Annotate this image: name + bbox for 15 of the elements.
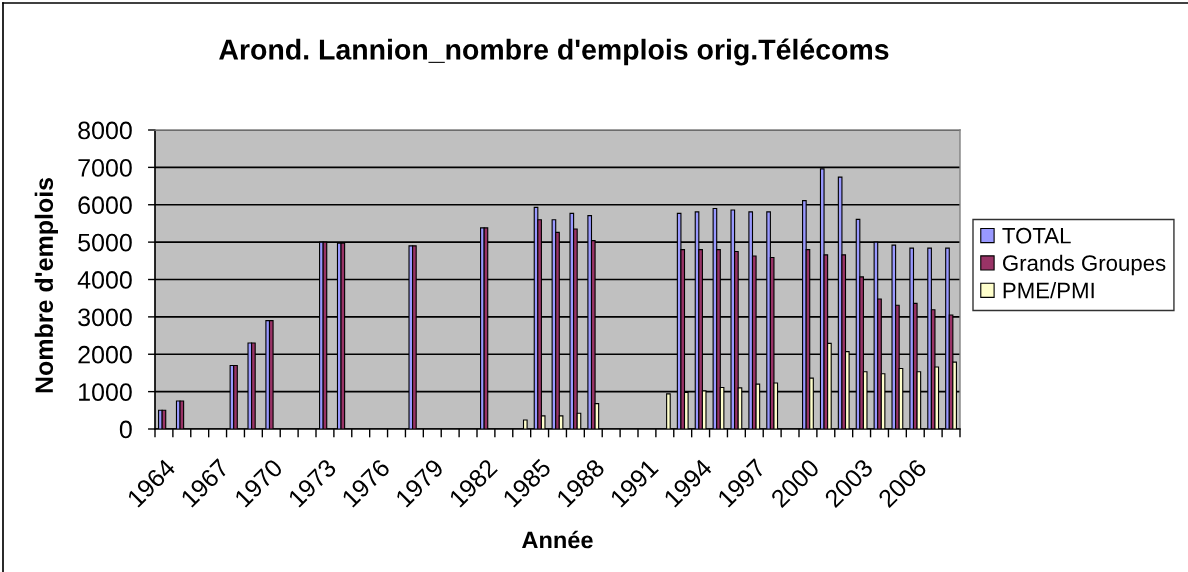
x-axis-title: Année — [522, 530, 593, 549]
y-tick-label: 3000 — [78, 308, 132, 327]
y-tick-label: 2000 — [78, 345, 132, 364]
y-axis-title: Nombre d'emplois — [34, 177, 58, 393]
y-tick-label: 0 — [119, 420, 132, 439]
y-tick-label: 6000 — [78, 196, 132, 215]
y-tick-label: 7000 — [78, 158, 132, 177]
chart-title: Arond. Lannion_nombre d'emplois orig.Télécoms — [219, 38, 889, 66]
y-tick-label: 1000 — [79, 383, 132, 401]
legend-label: PME/PMI — [1003, 282, 1094, 299]
legend-label: Grands Groupes — [1003, 254, 1166, 276]
y-tick-label: 4000 — [77, 271, 132, 289]
legend-label: TOTAL — [1002, 227, 1071, 244]
y-tick-label: 5000 — [78, 233, 132, 252]
y-tick-label: 8000 — [78, 121, 132, 140]
